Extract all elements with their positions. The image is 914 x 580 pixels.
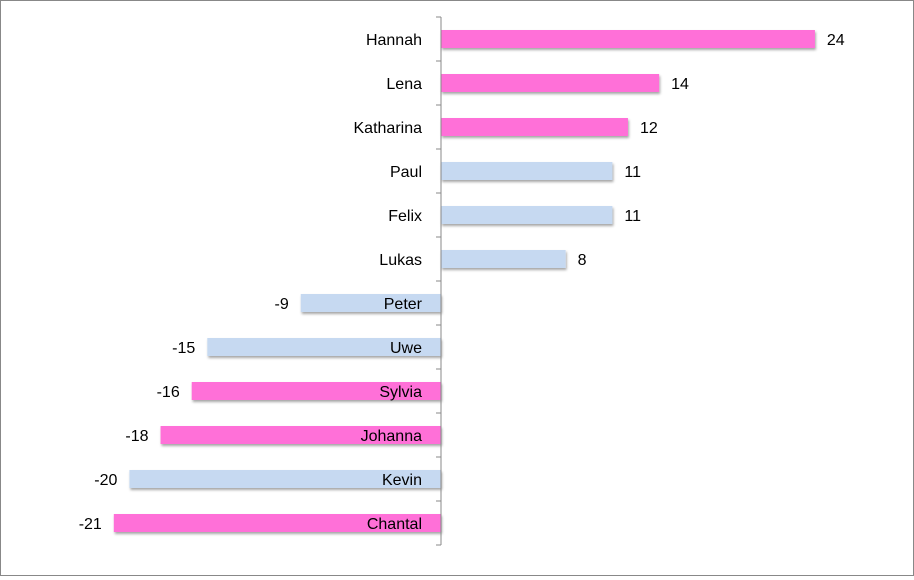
data-label: 11 — [624, 208, 641, 225]
data-label: 8 — [578, 252, 587, 269]
data-label: -9 — [275, 296, 289, 313]
bar-peter — [300, 294, 441, 312]
data-label: 11 — [624, 164, 641, 181]
bar-lukas — [441, 250, 566, 268]
bar-lena — [441, 74, 660, 92]
category-label: Lukas — [379, 252, 422, 269]
category-label: Kevin — [382, 472, 422, 489]
bar-katharina — [441, 118, 628, 136]
data-label: -15 — [172, 340, 195, 357]
data-label: -20 — [94, 472, 117, 489]
data-label: 24 — [827, 32, 845, 49]
category-label: Chantal — [367, 516, 422, 533]
data-label: -21 — [79, 516, 102, 533]
bar-hannah — [441, 30, 815, 48]
bar-felix — [441, 206, 613, 224]
labels-group: Hannah 24 Lena 14 Katharina 12 Paul 11 Felix 11 Lu… — [79, 32, 845, 533]
category-label: Katharina — [354, 120, 423, 137]
category-label: Felix — [388, 208, 422, 225]
data-label: 14 — [671, 76, 689, 93]
category-label: Johanna — [361, 428, 422, 445]
bar-paul — [441, 162, 613, 180]
bar-uwe — [207, 338, 441, 356]
bar-johanna — [160, 426, 441, 444]
bar-sylvia — [191, 382, 441, 400]
data-label: -16 — [157, 384, 180, 401]
category-label: Uwe — [390, 340, 422, 357]
bars-group — [113, 30, 815, 532]
category-label: Peter — [384, 296, 423, 313]
category-label: Lena — [386, 76, 422, 93]
data-label: 12 — [640, 120, 658, 137]
bar-kevin — [129, 470, 441, 488]
data-label: -18 — [125, 428, 148, 445]
category-label: Paul — [390, 164, 422, 181]
bar-chantal — [113, 514, 441, 532]
category-label: Sylvia — [379, 384, 422, 401]
category-axis — [436, 16, 442, 546]
category-label: Hannah — [366, 32, 422, 49]
